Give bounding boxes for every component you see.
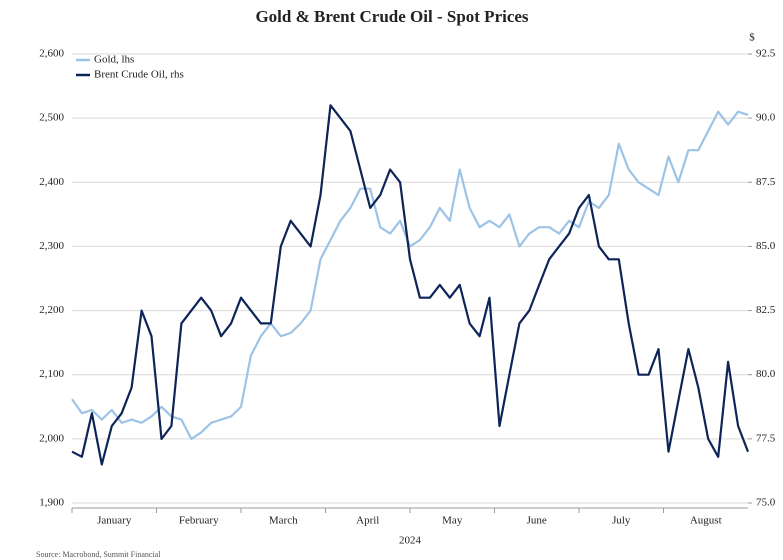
- y2-tick-label: 77.5: [756, 432, 776, 444]
- legend-label: Gold, lhs: [94, 54, 134, 66]
- y-tick-label: 2,300: [39, 240, 64, 252]
- x-tick-label: June: [527, 515, 547, 527]
- x-tick-label: August: [690, 515, 722, 527]
- y-tick-label: 2,500: [39, 112, 64, 124]
- legend-label: Brent Crude Oil, rhs: [94, 69, 184, 81]
- x-tick-label: February: [179, 515, 219, 527]
- y2-tick-label: 87.5: [756, 176, 776, 188]
- chart-title: Gold & Brent Crude Oil - Spot Prices: [255, 7, 528, 26]
- x-tick-label: April: [356, 515, 379, 527]
- y2-tick-label: 80.0: [756, 368, 776, 380]
- y2-tick-label: 92.5: [756, 48, 776, 60]
- y-tick-label: 2,000: [39, 432, 64, 444]
- y-tick-label: 2,200: [39, 304, 64, 316]
- y-tick-label: 2,400: [39, 176, 64, 188]
- x-tick-label: March: [269, 515, 298, 527]
- source: Source: Macrobond, Summit Financial: [36, 550, 161, 559]
- x-tick-label: January: [97, 515, 132, 527]
- y-tick-label: 1,900: [39, 497, 64, 509]
- x-axis-label: 2024: [399, 535, 422, 547]
- y2-tick-label: 85.0: [756, 240, 776, 252]
- y2-unit: $: [749, 32, 755, 44]
- y-tick-label: 2,100: [39, 368, 64, 380]
- series-line: [71, 104, 750, 466]
- y2-tick-label: 75.0: [756, 497, 776, 509]
- x-tick-label: July: [612, 515, 631, 527]
- y2-tick-label: 82.5: [756, 304, 776, 316]
- x-tick-label: May: [442, 515, 463, 527]
- y2-tick-label: 90.0: [756, 112, 776, 124]
- series-line: [71, 110, 749, 440]
- y-tick-label: 2,600: [39, 48, 64, 60]
